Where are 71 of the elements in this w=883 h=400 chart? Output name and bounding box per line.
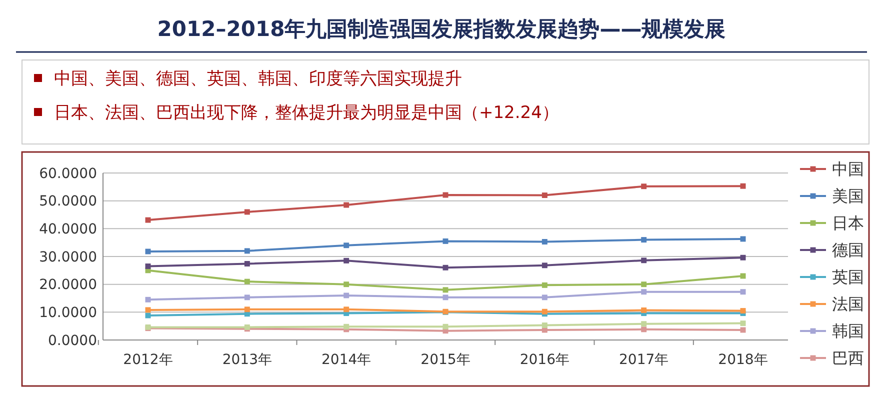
point [542, 294, 548, 300]
point [641, 289, 647, 295]
point [145, 296, 151, 302]
point [442, 294, 448, 300]
point [344, 242, 350, 248]
point [145, 264, 151, 269]
y-tick-label: 0.0000 [48, 332, 97, 349]
point [344, 306, 350, 312]
y-tick-label: 30.0000 [39, 249, 97, 266]
point [542, 322, 548, 328]
point [244, 248, 250, 254]
legend-label: 法国 [832, 294, 864, 314]
point [344, 292, 350, 298]
point [442, 324, 448, 330]
point [145, 217, 151, 223]
point [542, 239, 548, 244]
x-tick-label: 2015年 [420, 352, 470, 368]
text: 日本、法国、巴西出现下降，整体提升最为明显是中国（+12.24） [54, 103, 559, 123]
x-tick-label: 2017年 [619, 352, 669, 368]
point [244, 278, 250, 284]
text: 中国、美国、德国、英国、韩国、印度等六国实现提升 [54, 69, 462, 89]
point [344, 324, 350, 330]
point [740, 308, 746, 314]
point [542, 262, 548, 268]
point [244, 306, 250, 312]
point [542, 192, 548, 198]
point [641, 282, 647, 288]
point [641, 258, 647, 264]
legend-label: 中国 [832, 160, 864, 179]
point [641, 237, 647, 243]
point [344, 282, 350, 288]
point [740, 289, 746, 295]
y-tick-label: 20.0000 [39, 277, 97, 294]
point [542, 308, 548, 314]
y-tick-label: 10.0000 [39, 305, 97, 322]
point [145, 307, 151, 313]
point [641, 321, 647, 327]
point [740, 320, 746, 326]
legend-label: 日本 [832, 214, 864, 233]
point [641, 326, 647, 332]
x-tick-label: 2018年 [718, 352, 768, 368]
point [740, 327, 746, 333]
y-tick-label: 40.0000 [39, 222, 97, 238]
point [740, 273, 746, 279]
point [542, 282, 548, 288]
x-tick-label: 2016年 [520, 352, 570, 368]
point [740, 236, 746, 242]
y-tick-label: 60.0000 [39, 166, 97, 182]
legend-label: 英国 [832, 268, 864, 287]
legend-label: 巴西 [832, 348, 864, 368]
point [244, 209, 250, 215]
point [442, 287, 448, 293]
point [740, 183, 746, 189]
legend-label: 德国 [832, 240, 864, 260]
legend-label: 韩国 [832, 322, 864, 341]
point [244, 294, 250, 300]
point [244, 261, 250, 266]
point [442, 238, 448, 244]
y-tick-label: 50.0000 [39, 194, 97, 210]
point [740, 254, 746, 260]
legend-label: 美国 [832, 186, 864, 206]
point [442, 192, 448, 198]
point [641, 184, 647, 190]
point [344, 258, 350, 264]
x-tick-label: 2014年 [322, 352, 372, 368]
point [641, 307, 647, 313]
x-tick-label: 2012年 [123, 352, 173, 368]
chart-title: 2012–2018年九国制造强国发展指数发展趋势——规模发展 [157, 17, 726, 41]
point [344, 202, 350, 208]
x-tick-label: 2013年 [222, 352, 272, 368]
point [442, 264, 448, 270]
